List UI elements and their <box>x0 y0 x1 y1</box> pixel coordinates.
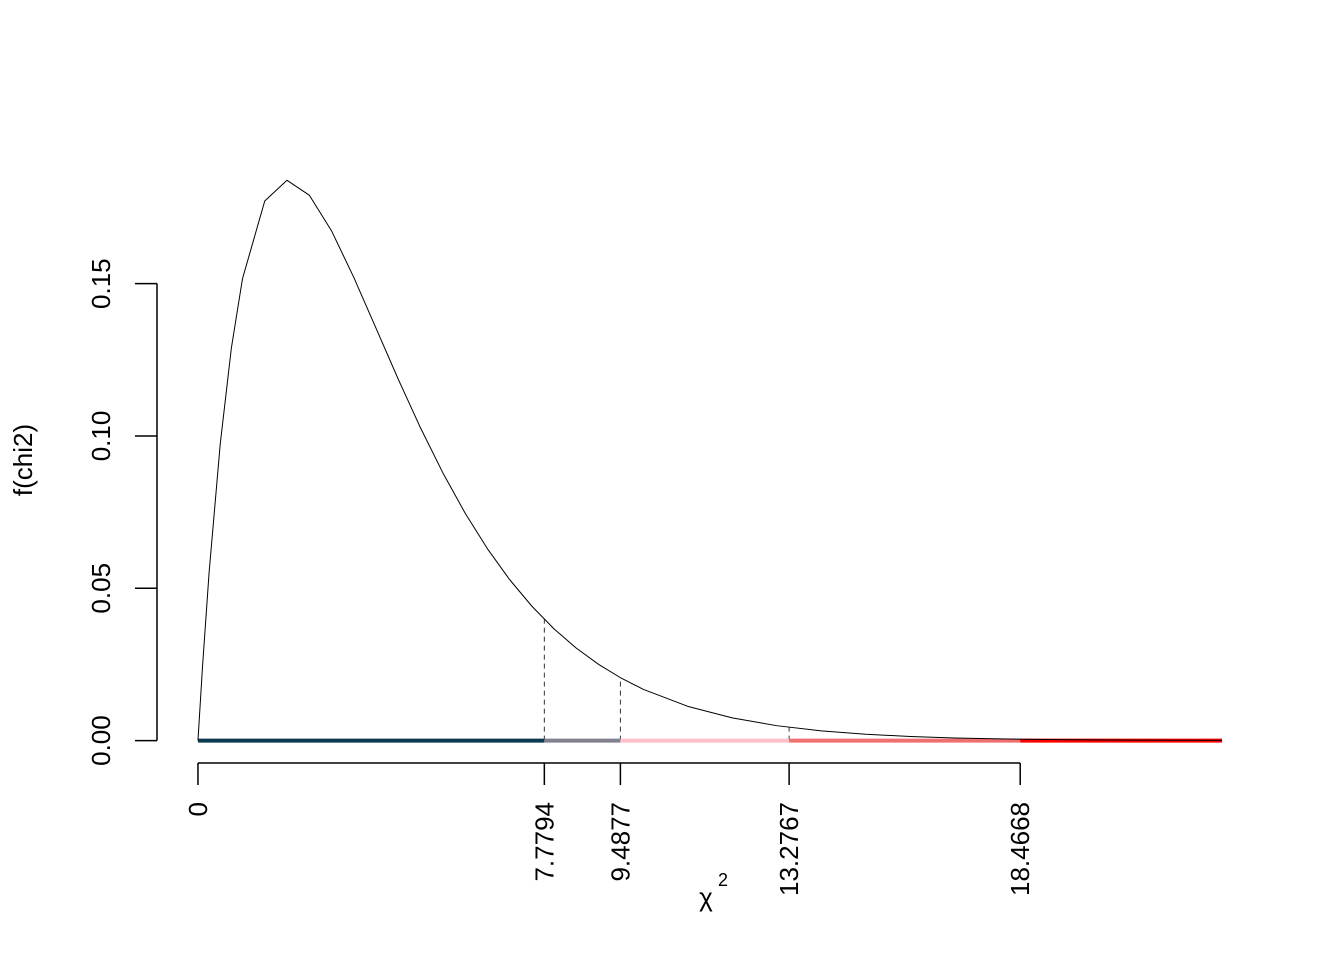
x-tick-label: 7.7794 <box>529 802 559 882</box>
y-tick-label: 0.00 <box>86 715 116 766</box>
x-axis-label: χ <box>699 882 713 912</box>
density-curve <box>197 179 1223 741</box>
y-tick-label: 0.05 <box>86 563 116 614</box>
x-tick-label: 0 <box>183 802 213 816</box>
y-axis-label: f(chi2) <box>8 424 38 496</box>
x-axis-label-superscript: 2 <box>718 870 728 890</box>
x-tick-label: 9.4877 <box>605 802 635 882</box>
x-tick-label: 13.2767 <box>774 802 804 896</box>
y-tick-label: 0.15 <box>86 258 116 309</box>
y-tick-label: 0.10 <box>86 411 116 462</box>
x-tick-label: 18.4668 <box>1005 802 1035 896</box>
